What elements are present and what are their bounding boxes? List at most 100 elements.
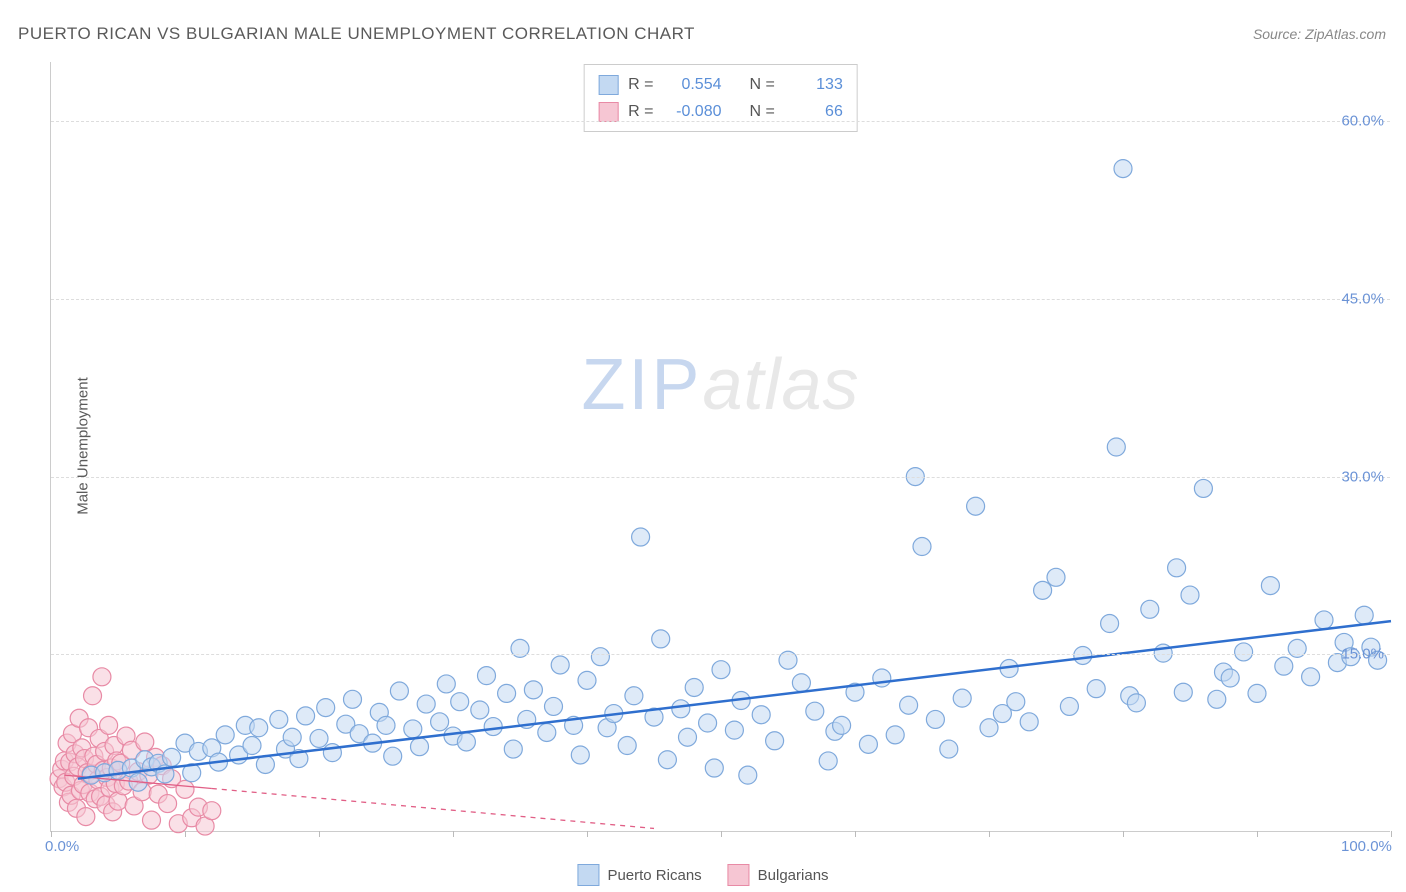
scatter-point xyxy=(143,811,161,829)
scatter-point xyxy=(484,718,502,736)
scatter-point xyxy=(551,656,569,674)
scatter-point xyxy=(685,678,703,696)
scatter-svg xyxy=(51,62,1390,831)
scatter-point xyxy=(417,695,435,713)
trend-line xyxy=(212,788,654,828)
xtick-mark xyxy=(51,831,52,837)
ytick-label: 45.0% xyxy=(1341,290,1384,307)
scatter-point xyxy=(1034,581,1052,599)
scatter-point xyxy=(1087,680,1105,698)
scatter-point xyxy=(457,733,475,751)
scatter-point xyxy=(283,728,301,746)
scatter-point xyxy=(390,682,408,700)
scatter-point xyxy=(900,696,918,714)
scatter-point xyxy=(1248,684,1266,702)
gridline xyxy=(51,299,1390,300)
scatter-point xyxy=(652,630,670,648)
scatter-point xyxy=(658,751,676,769)
scatter-point xyxy=(578,671,596,689)
scatter-point xyxy=(1074,646,1092,664)
scatter-point xyxy=(270,710,288,728)
scatter-point xyxy=(913,538,931,556)
stat-swatch-pr xyxy=(598,75,618,95)
scatter-point xyxy=(384,747,402,765)
scatter-point xyxy=(216,726,234,744)
scatter-point xyxy=(873,669,891,687)
xtick-mark xyxy=(319,831,320,837)
scatter-point xyxy=(1275,657,1293,675)
scatter-point xyxy=(625,687,643,705)
ytick-label: 15.0% xyxy=(1341,646,1384,663)
scatter-point xyxy=(1141,600,1159,618)
scatter-point xyxy=(618,737,636,755)
scatter-point xyxy=(1020,713,1038,731)
trend-line xyxy=(78,621,1391,779)
xtick-mark xyxy=(721,831,722,837)
xtick-mark xyxy=(185,831,186,837)
chart-plot-area: ZIPatlas R = 0.554 N = 133 R = -0.080 N … xyxy=(50,62,1390,832)
scatter-point xyxy=(1047,568,1065,586)
xtick-mark xyxy=(855,831,856,837)
scatter-point xyxy=(1221,669,1239,687)
scatter-point xyxy=(377,716,395,734)
scatter-point xyxy=(739,766,757,784)
scatter-point xyxy=(404,720,422,738)
bottom-legend: Puerto Ricans Bulgarians xyxy=(577,864,828,886)
legend-item-bg: Bulgarians xyxy=(728,864,829,886)
scatter-point xyxy=(297,707,315,725)
stat-r-value-pr: 0.554 xyxy=(664,71,722,98)
ytick-label: 30.0% xyxy=(1341,468,1384,485)
scatter-point xyxy=(752,706,770,724)
scatter-point xyxy=(766,732,784,750)
scatter-point xyxy=(1194,479,1212,497)
scatter-point xyxy=(538,723,556,741)
xtick-mark xyxy=(1123,831,1124,837)
scatter-point xyxy=(344,690,362,708)
scatter-point xyxy=(498,684,516,702)
scatter-point xyxy=(806,702,824,720)
xtick-mark xyxy=(989,831,990,837)
xtick-mark xyxy=(453,831,454,837)
source-attribution: Source: ZipAtlas.com xyxy=(1253,26,1386,42)
scatter-point xyxy=(926,710,944,728)
scatter-point xyxy=(478,667,496,685)
xtick-label: 100.0% xyxy=(1341,838,1392,855)
legend-label-pr: Puerto Ricans xyxy=(607,867,701,884)
scatter-point xyxy=(317,699,335,717)
stat-n-label-pr: N = xyxy=(750,71,775,98)
scatter-point xyxy=(672,700,690,718)
scatter-point xyxy=(1208,690,1226,708)
scatter-point xyxy=(100,716,118,734)
scatter-point xyxy=(705,759,723,777)
scatter-point xyxy=(524,681,542,699)
stat-row-pr: R = 0.554 N = 133 xyxy=(598,71,843,98)
scatter-point xyxy=(792,674,810,692)
scatter-point xyxy=(712,661,730,679)
scatter-point xyxy=(1235,643,1253,661)
scatter-point xyxy=(1114,160,1132,178)
scatter-point xyxy=(1107,438,1125,456)
scatter-point xyxy=(591,648,609,666)
scatter-point xyxy=(1315,611,1333,629)
legend-label-bg: Bulgarians xyxy=(758,867,829,884)
scatter-point xyxy=(980,719,998,737)
scatter-point xyxy=(1101,615,1119,633)
stat-r-label-pr: R = xyxy=(628,71,653,98)
xtick-mark xyxy=(1391,831,1392,837)
legend-item-pr: Puerto Ricans xyxy=(577,864,701,886)
scatter-point xyxy=(725,721,743,739)
gridline xyxy=(51,121,1390,122)
scatter-point xyxy=(1302,668,1320,686)
legend-swatch-bg xyxy=(728,864,750,886)
scatter-point xyxy=(545,697,563,715)
scatter-point xyxy=(431,713,449,731)
xtick-mark xyxy=(587,831,588,837)
gridline xyxy=(51,477,1390,478)
scatter-point xyxy=(77,808,95,826)
scatter-point xyxy=(451,693,469,711)
scatter-point xyxy=(471,701,489,719)
xtick-label: 0.0% xyxy=(45,838,79,855)
chart-title: PUERTO RICAN VS BULGARIAN MALE UNEMPLOYM… xyxy=(18,24,695,44)
stat-n-value-pr: 133 xyxy=(785,71,843,98)
scatter-point xyxy=(1261,577,1279,595)
